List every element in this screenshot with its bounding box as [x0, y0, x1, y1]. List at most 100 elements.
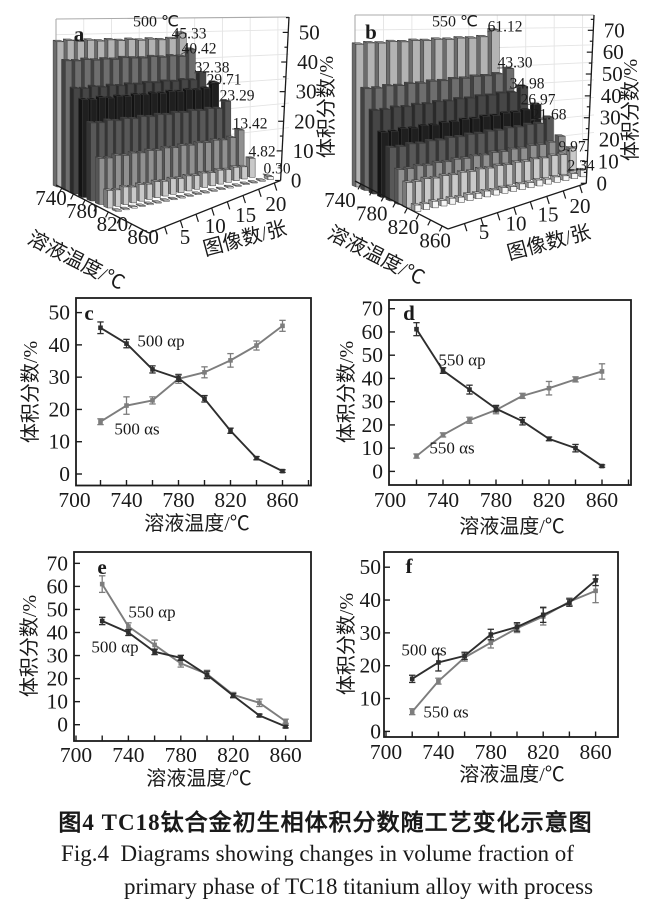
marker — [467, 417, 472, 423]
series-gray — [97, 319, 286, 426]
temp-tick — [392, 201, 397, 208]
panel-letter: c — [84, 301, 93, 325]
x-tick-label: 700 — [58, 488, 90, 512]
y-tick-label: 50 — [362, 343, 384, 367]
bar-front — [432, 201, 439, 209]
img-tick-label: 15 — [538, 203, 559, 227]
x-tick-label: 700 — [60, 743, 92, 767]
marker — [124, 341, 129, 346]
x-tick-label: 740 — [112, 743, 144, 767]
marker — [204, 672, 210, 678]
y-tick-label: 20 — [47, 667, 69, 691]
marker — [178, 661, 184, 666]
z-axis — [279, 16, 290, 181]
y-tick-label: 60 — [362, 320, 384, 344]
img-tick-label: 10 — [205, 214, 226, 238]
y-tick-label: 10 — [47, 690, 69, 714]
bar-front — [571, 173, 578, 179]
y-tick-label: 50 — [360, 555, 382, 579]
series-dark — [413, 322, 606, 469]
temp-tick-label: 860 — [127, 225, 159, 249]
temp-tick — [128, 223, 133, 230]
img-tick — [480, 217, 484, 226]
z-tick-label: 10 — [598, 149, 619, 173]
marker — [593, 588, 598, 594]
bar-value-label: 9.97 — [558, 139, 585, 156]
bar-value-label: 32.38 — [195, 60, 230, 77]
z-axis — [585, 14, 595, 184]
temp-tick — [427, 219, 432, 226]
marker — [409, 709, 415, 714]
marker — [414, 326, 419, 332]
grid-horizontal — [354, 26, 595, 31]
temp-tick — [70, 193, 74, 200]
img-tick — [562, 190, 567, 199]
marker — [254, 455, 259, 461]
bar-value-label: 2.34 — [567, 158, 594, 175]
bar-front — [475, 193, 483, 199]
bar-front — [233, 167, 240, 181]
marker — [520, 393, 525, 399]
marker — [436, 678, 441, 684]
marker — [467, 387, 472, 392]
marker — [257, 700, 262, 706]
series-label: 550 αp — [438, 351, 485, 370]
bar-value-label: 29.71 — [207, 72, 242, 89]
y-tick-label: 30 — [360, 621, 382, 645]
bar-front — [467, 194, 474, 201]
bar-front — [211, 190, 218, 192]
bar-value-label: 45.33 — [172, 26, 207, 43]
y-axis-title: 体积分数/% — [335, 593, 358, 695]
bar-side — [78, 97, 83, 198]
x-tick-label: 780 — [480, 488, 512, 512]
bar-front — [115, 209, 122, 212]
bar-front — [155, 201, 162, 204]
marker — [599, 369, 605, 374]
bar-front — [478, 168, 486, 193]
temperature-annotation: 500 ℃ — [133, 14, 179, 31]
img-tick — [164, 226, 168, 235]
bar-front — [123, 186, 129, 205]
bar-front — [146, 183, 153, 200]
marker — [520, 418, 525, 424]
bar-front — [506, 164, 513, 187]
temp-tick-label: 740 — [35, 186, 67, 210]
marker — [440, 368, 446, 373]
series-label: 550 αs — [429, 439, 474, 458]
temp-axis — [354, 180, 449, 230]
z-tick-label: 0 — [597, 171, 608, 195]
bar-front — [469, 171, 477, 195]
caption-chinese: 图4 TC18钛合金初生相体积分数随工艺变化示意图 — [58, 810, 593, 835]
bar-front — [243, 183, 250, 185]
temperature-annotation: 550 ℃ — [432, 14, 478, 31]
marker — [514, 624, 520, 630]
bar-front — [107, 190, 114, 209]
bar-front — [186, 175, 193, 192]
z-tick-label: 70 — [604, 18, 625, 42]
z-tick-label: 0 — [291, 169, 302, 193]
marker — [230, 693, 236, 698]
value-leader — [520, 103, 539, 106]
marker — [126, 630, 131, 635]
bar-front — [147, 203, 154, 206]
bar-value-label: 34.98 — [510, 76, 545, 93]
marker — [98, 419, 103, 425]
marker — [573, 445, 578, 451]
marker — [540, 612, 546, 618]
img-tick-label: 10 — [506, 211, 527, 235]
marker — [593, 578, 598, 583]
bar-front — [123, 208, 130, 211]
img-tick — [195, 214, 199, 223]
panel-c-line-chart: 700 740 780 820 860 0 10 20 30 40 50 500 αs 500 αp 溶液… — [19, 297, 312, 535]
bar-front — [217, 169, 224, 185]
bar-front — [131, 206, 138, 209]
img-tick — [529, 201, 534, 210]
marker — [283, 724, 288, 729]
marker — [462, 653, 467, 659]
y-tick-label: 50 — [49, 301, 71, 325]
temp-tick — [380, 195, 385, 202]
temp-tick — [404, 207, 408, 214]
